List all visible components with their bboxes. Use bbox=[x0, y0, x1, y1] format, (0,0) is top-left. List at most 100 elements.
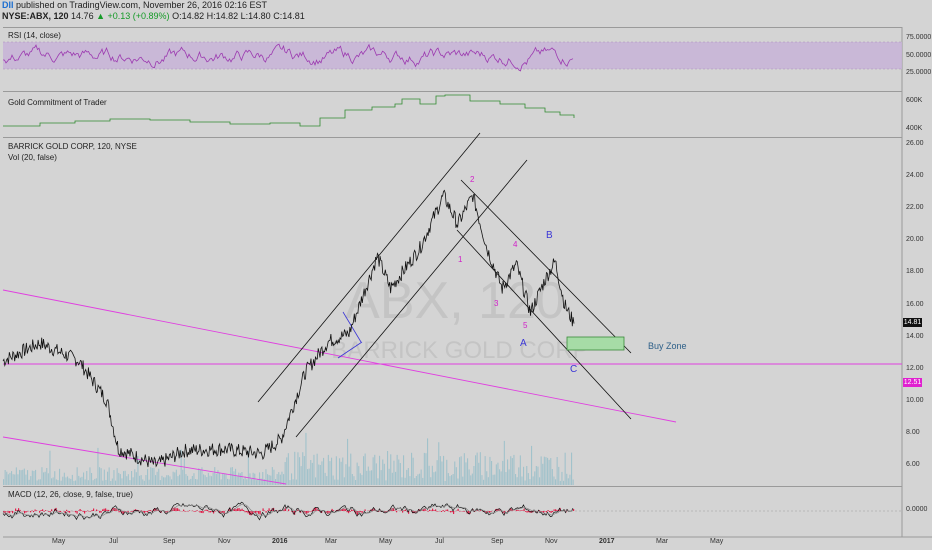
down-channel-lower bbox=[456, 229, 632, 420]
volume-bar bbox=[521, 476, 523, 485]
price-pane[interactable]: BARRICK GOLD CORP, 120, NYSE Vol (20, fa… bbox=[3, 137, 902, 486]
volume-bar bbox=[20, 470, 22, 485]
volume-bar bbox=[119, 474, 121, 485]
macd-hist-bar bbox=[103, 508, 105, 511]
volume-bar bbox=[241, 472, 243, 485]
volume-bar bbox=[292, 479, 294, 485]
volume-bar bbox=[105, 480, 107, 485]
price-tick: 10.00 bbox=[906, 396, 924, 404]
volume-bar bbox=[135, 472, 137, 485]
symbol-label[interactable]: NYSE:ABX, 120 bbox=[2, 11, 69, 21]
volume-bar bbox=[417, 474, 419, 485]
support-price-tag: 12.51 bbox=[903, 378, 922, 387]
volume-bar bbox=[299, 457, 301, 485]
volume-bar bbox=[175, 469, 177, 485]
volume-bar bbox=[291, 473, 293, 485]
volume-bar bbox=[347, 438, 349, 485]
volume-bar bbox=[95, 478, 97, 485]
x-label-may-2016: May bbox=[379, 538, 393, 545]
macd-hist-bar bbox=[204, 510, 206, 511]
volume-bar bbox=[318, 464, 320, 485]
volume-bar bbox=[207, 472, 209, 485]
volume-bar bbox=[70, 478, 72, 485]
volume-bar bbox=[220, 479, 222, 485]
volume-bar bbox=[508, 469, 510, 485]
volume-bar bbox=[355, 480, 357, 485]
macd-hist-bar bbox=[361, 511, 363, 514]
volume-bar bbox=[30, 476, 32, 485]
volume-bar bbox=[303, 456, 305, 485]
macd-hist-bar bbox=[178, 509, 180, 511]
volume-bar bbox=[371, 470, 373, 485]
macd-hist-bar bbox=[144, 511, 146, 514]
macd-hist-bar bbox=[132, 511, 134, 512]
volume-bar bbox=[134, 469, 136, 485]
volume-bar bbox=[404, 477, 406, 485]
volume-bar bbox=[305, 432, 307, 485]
volume-bar bbox=[321, 461, 323, 485]
volume-bar bbox=[41, 467, 43, 485]
volume-bar bbox=[364, 453, 366, 485]
volume-bar bbox=[156, 471, 158, 485]
volume-bar bbox=[561, 471, 563, 485]
volume-bar bbox=[270, 475, 272, 485]
volume-bar bbox=[415, 476, 417, 485]
volume-bar bbox=[556, 457, 558, 485]
wave-label-4: 4 bbox=[513, 240, 518, 249]
volume-bar bbox=[217, 470, 219, 485]
macd-hist-bar bbox=[348, 511, 350, 514]
macd-hist-bar bbox=[18, 508, 20, 511]
macd-hist-bar bbox=[90, 511, 92, 512]
volume-bar bbox=[268, 475, 270, 485]
macd-hist-bar bbox=[453, 511, 455, 514]
macd-hist-bar bbox=[58, 511, 60, 512]
volume-bar bbox=[167, 475, 169, 485]
volume-bar bbox=[366, 470, 368, 485]
volume-bar bbox=[558, 466, 560, 485]
volume-bar bbox=[398, 459, 400, 485]
macd-hist-bar bbox=[573, 509, 575, 511]
macd-hist-bar bbox=[372, 509, 374, 511]
volume-bar bbox=[315, 477, 317, 485]
rsi-tick-50: 50.0000 bbox=[906, 52, 932, 59]
macd-hist-bar bbox=[484, 511, 486, 513]
volume-bar bbox=[23, 468, 25, 485]
macd-hist-bar bbox=[82, 511, 84, 512]
volume-bar bbox=[473, 466, 475, 485]
volume-bar bbox=[265, 469, 267, 485]
volume-bar bbox=[215, 473, 217, 485]
volume-bar bbox=[295, 479, 297, 485]
volume-bar bbox=[196, 479, 198, 485]
macd-hist-bar bbox=[526, 511, 528, 513]
rsi-pane[interactable]: RSI (14, close) bbox=[3, 27, 902, 91]
volume-bar bbox=[145, 475, 147, 485]
volume-bar bbox=[428, 465, 430, 485]
macd-pane[interactable]: MACD (12, 26, close, 9, false, true) bbox=[3, 486, 902, 537]
volume-bar bbox=[230, 467, 232, 485]
cot-pane[interactable]: Gold Commitment of Trader bbox=[3, 91, 902, 137]
macd-hist-bar bbox=[357, 511, 359, 516]
volume-bar bbox=[374, 454, 376, 485]
volume-bar bbox=[443, 455, 445, 485]
macd-hist-bar bbox=[378, 511, 380, 512]
volume-bar bbox=[537, 466, 539, 485]
macd-hist-bar bbox=[343, 508, 345, 511]
publish-header: DII published on TradingView.com, Novemb… bbox=[0, 0, 932, 11]
volume-bar bbox=[433, 472, 435, 485]
volume-bar bbox=[284, 462, 286, 485]
wave-label-3: 3 bbox=[494, 299, 499, 308]
macd-hist-bar bbox=[423, 508, 425, 511]
price-title: BARRICK GOLD CORP, 120, NYSE bbox=[8, 142, 137, 151]
cot-title: Gold Commitment of Trader bbox=[8, 98, 107, 107]
cot-tick-400k: 400K bbox=[906, 125, 923, 132]
macd-hist-bar bbox=[553, 509, 555, 511]
volume-bar bbox=[526, 466, 528, 485]
macd-hist-bar bbox=[142, 511, 144, 513]
tradingview-logo[interactable]: DII bbox=[2, 0, 14, 10]
volume-bar bbox=[129, 480, 131, 485]
macd-hist-bar bbox=[207, 509, 209, 511]
volume-bar bbox=[539, 477, 541, 485]
macd-hist-bar bbox=[457, 508, 459, 511]
macd-hist-bar bbox=[463, 511, 465, 512]
volume-bar bbox=[25, 474, 27, 485]
